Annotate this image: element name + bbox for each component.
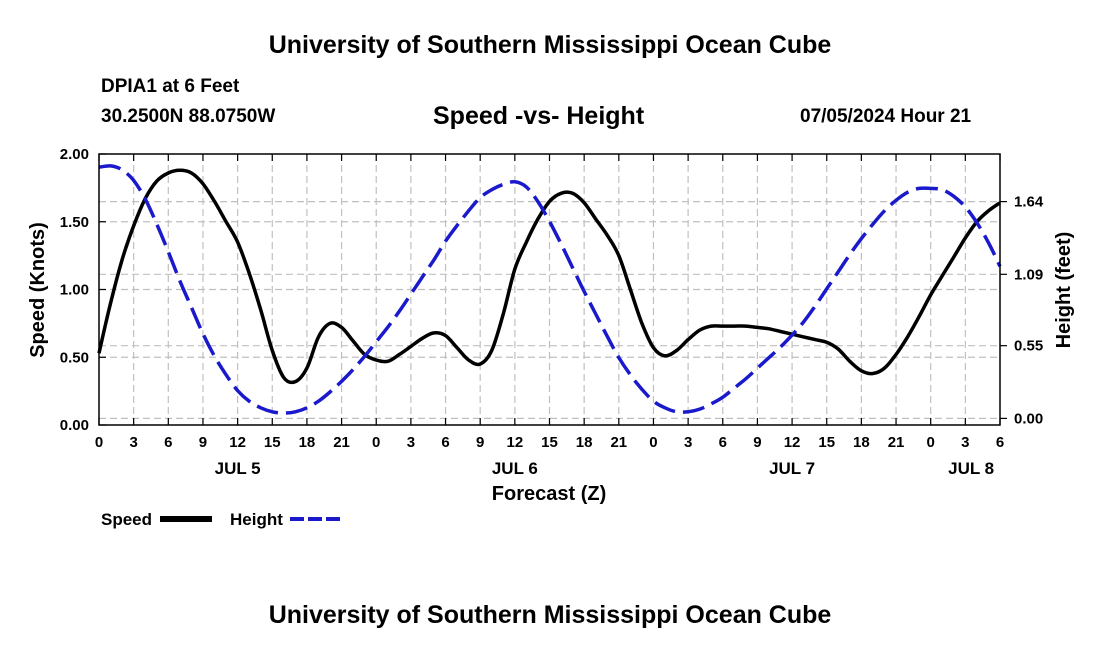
x-tick-label: 12	[784, 434, 801, 451]
x-tick-label: 0	[649, 434, 657, 451]
x-tick-label: 18	[299, 434, 316, 451]
legend-height-label: Height	[230, 510, 283, 529]
y-tick-label: 0.50	[60, 349, 89, 366]
day-label: JUL 7	[769, 459, 815, 478]
x-tick-label: 21	[610, 434, 627, 451]
x-tick-label: 21	[333, 434, 350, 451]
y2-axis-label: Height (feet)	[1053, 232, 1075, 349]
forecast-datetime: 07/05/2024 Hour 21	[800, 106, 972, 127]
x-axis-label: Forecast (Z)	[492, 483, 606, 505]
station-coordinates: 30.2500N 88.0750W	[101, 106, 276, 127]
speed-height-chart: 0 3 6 9 12 15 18 21 0 3 6 9 12 15 18 21 0 3 6 9 12 15 18 21 0 3 60…	[27, 146, 1075, 505]
day-label: JUL 6	[492, 459, 538, 478]
station-label: DPIA1 at 6 Feet	[101, 76, 240, 97]
x-tick-label: 15	[818, 434, 835, 451]
x-tick-label: 9	[753, 434, 761, 451]
y2-tick-label: 1.09	[1014, 266, 1043, 283]
legend-speed-label: Speed	[101, 510, 153, 529]
y2-tick-label: 0.55	[1014, 338, 1043, 355]
footer-title: University of Southern Mississippi Ocean…	[268, 601, 832, 629]
x-tick-label: 6	[441, 434, 449, 451]
legend-height-swatch	[290, 517, 344, 521]
y-tick-label: 2.00	[60, 146, 89, 163]
x-tick-label: 9	[476, 434, 484, 451]
y-tick-label: 1.00	[60, 282, 89, 299]
x-tick-label: 18	[853, 434, 870, 451]
axis-ticks: 0 3 6 9 12 15 18 21 0 3 6 9 12 15 18 21 0 3 6 9 12 15 18 21 0 3 60…	[60, 146, 1044, 478]
x-tick-label: 3	[684, 434, 692, 451]
series-line-height	[98, 164, 1002, 415]
y-tick-label: 1.50	[60, 214, 89, 231]
y2-tick-label: 0.00	[1014, 410, 1043, 427]
x-tick-label: 9	[199, 434, 207, 451]
series-line-speed	[97, 168, 1001, 385]
x-tick-label: 3	[129, 434, 137, 451]
x-tick-label: 3	[407, 434, 415, 451]
day-label: JUL 5	[215, 459, 261, 478]
x-tick-label: 6	[164, 434, 172, 451]
chart-subtitle: Speed -vs- Height	[433, 102, 645, 130]
x-tick-label: 15	[264, 434, 281, 451]
x-tick-label: 15	[541, 434, 558, 451]
x-tick-label: 12	[229, 434, 246, 451]
y-axis-label: Speed (Knots)	[27, 222, 49, 358]
x-tick-label: 6	[996, 434, 1004, 451]
x-tick-label: 0	[372, 434, 380, 451]
y2-tick-label: 1.64	[1014, 194, 1044, 211]
x-tick-label: 21	[888, 434, 905, 451]
series-lines	[97, 164, 1002, 415]
x-tick-label: 12	[507, 434, 524, 451]
x-tick-label: 3	[961, 434, 969, 451]
x-tick-label: 0	[927, 434, 935, 451]
chart-title: University of Southern Mississippi Ocean…	[268, 31, 832, 59]
x-tick-label: 6	[719, 434, 727, 451]
grid-lines	[99, 154, 1000, 425]
day-label: JUL 8	[948, 459, 994, 478]
y-tick-label: 0.00	[60, 417, 89, 434]
x-tick-label: 18	[576, 434, 593, 451]
legend-speed-swatch	[160, 516, 212, 522]
x-tick-label: 0	[95, 434, 103, 451]
